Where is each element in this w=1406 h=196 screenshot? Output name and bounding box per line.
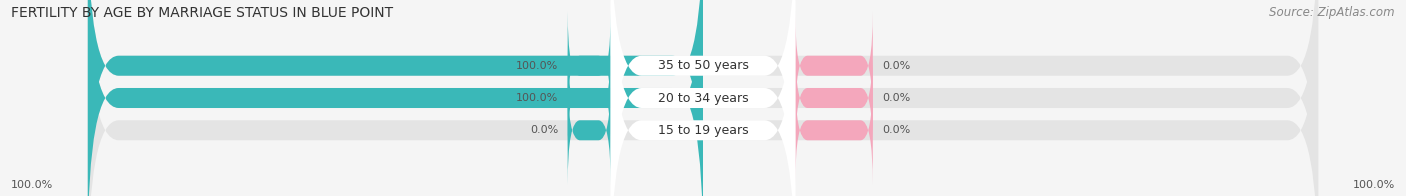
FancyBboxPatch shape bbox=[568, 76, 610, 185]
FancyBboxPatch shape bbox=[796, 44, 873, 152]
Text: 0.0%: 0.0% bbox=[882, 125, 910, 135]
Text: 15 to 19 years: 15 to 19 years bbox=[658, 124, 748, 137]
Text: 100.0%: 100.0% bbox=[516, 61, 558, 71]
FancyBboxPatch shape bbox=[87, 0, 1319, 196]
FancyBboxPatch shape bbox=[568, 11, 610, 120]
Text: 0.0%: 0.0% bbox=[882, 61, 910, 71]
FancyBboxPatch shape bbox=[87, 0, 1319, 196]
Text: 0.0%: 0.0% bbox=[882, 93, 910, 103]
Text: 0.0%: 0.0% bbox=[530, 125, 558, 135]
Text: 35 to 50 years: 35 to 50 years bbox=[658, 59, 748, 72]
FancyBboxPatch shape bbox=[610, 0, 796, 196]
FancyBboxPatch shape bbox=[87, 0, 1319, 196]
FancyBboxPatch shape bbox=[796, 11, 873, 120]
Text: FERTILITY BY AGE BY MARRIAGE STATUS IN BLUE POINT: FERTILITY BY AGE BY MARRIAGE STATUS IN B… bbox=[11, 6, 394, 20]
FancyBboxPatch shape bbox=[87, 0, 703, 196]
FancyBboxPatch shape bbox=[796, 76, 873, 185]
Text: 100.0%: 100.0% bbox=[11, 180, 53, 190]
Text: 100.0%: 100.0% bbox=[1353, 180, 1395, 190]
Text: Source: ZipAtlas.com: Source: ZipAtlas.com bbox=[1270, 6, 1395, 19]
Text: 100.0%: 100.0% bbox=[516, 93, 558, 103]
FancyBboxPatch shape bbox=[610, 0, 796, 196]
FancyBboxPatch shape bbox=[87, 0, 703, 196]
FancyBboxPatch shape bbox=[610, 0, 796, 196]
Text: 20 to 34 years: 20 to 34 years bbox=[658, 92, 748, 104]
FancyBboxPatch shape bbox=[568, 44, 610, 152]
